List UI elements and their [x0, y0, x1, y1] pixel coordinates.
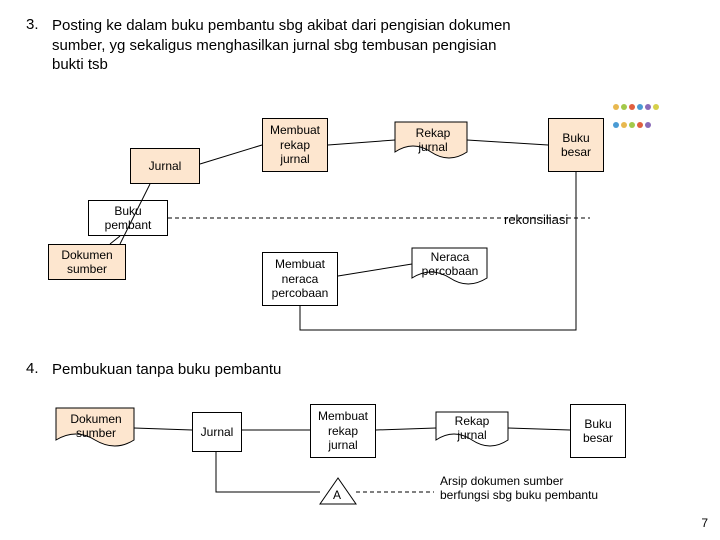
item3-heading: Posting ke dalam buku pembantu sbg akiba… — [52, 16, 532, 75]
d3-membuat-neraca-box: Membuat neraca percobaan — [262, 252, 338, 306]
d3-membuat-rekap-label: Membuat rekap jurnal — [265, 123, 325, 166]
d3-buku-besar-label: Buku besar — [551, 131, 601, 160]
d3-rekonsiliasi-label: rekonsiliasi — [504, 212, 568, 227]
d3-buku-pembantu-label: Buku pembant — [91, 204, 165, 233]
d4-membuat-rekap-box: Membuat rekap jurnal — [310, 404, 376, 458]
d3-jurnal-label: Jurnal — [149, 159, 182, 173]
d3-neraca-percobaan-label: Neraca percobaan — [416, 250, 484, 278]
d4-dokumen-sumber-label: Dokumen sumber — [60, 412, 132, 440]
d4-jurnal-box: Jurnal — [192, 412, 242, 452]
page-number: 7 — [701, 516, 708, 530]
d3-buku-pembantu-box: Buku pembant — [88, 200, 168, 236]
d3-dokumen-sumber-label: Dokumen sumber — [51, 248, 123, 277]
d3-jurnal-box: Jurnal — [130, 148, 200, 184]
item4-heading: Pembukuan tanpa buku pembantu — [52, 360, 552, 380]
item3-number: 3. — [26, 16, 39, 33]
d4-buku-besar-label: Buku besar — [573, 417, 623, 446]
d4-arsip-a-label: A — [333, 488, 341, 502]
d4-membuat-rekap-label: Membuat rekap jurnal — [313, 409, 373, 452]
d4-buku-besar-box: Buku besar — [570, 404, 626, 458]
d3-rekap-jurnal-label: Rekap jurnal — [402, 126, 464, 154]
d4-arsip-text: Arsip dokumen sumber berfungsi sbg buku … — [440, 474, 600, 503]
decorative-dots — [612, 98, 712, 134]
item4-number: 4. — [26, 360, 39, 377]
d3-membuat-neraca-label: Membuat neraca percobaan — [265, 257, 335, 300]
d3-membuat-rekap-box: Membuat rekap jurnal — [262, 118, 328, 172]
d4-jurnal-label: Jurnal — [201, 425, 234, 439]
d4-rekap-jurnal-label: Rekap jurnal — [440, 414, 504, 442]
d3-dokumen-sumber-box: Dokumen sumber — [48, 244, 126, 280]
d3-buku-besar-box: Buku besar — [548, 118, 604, 172]
